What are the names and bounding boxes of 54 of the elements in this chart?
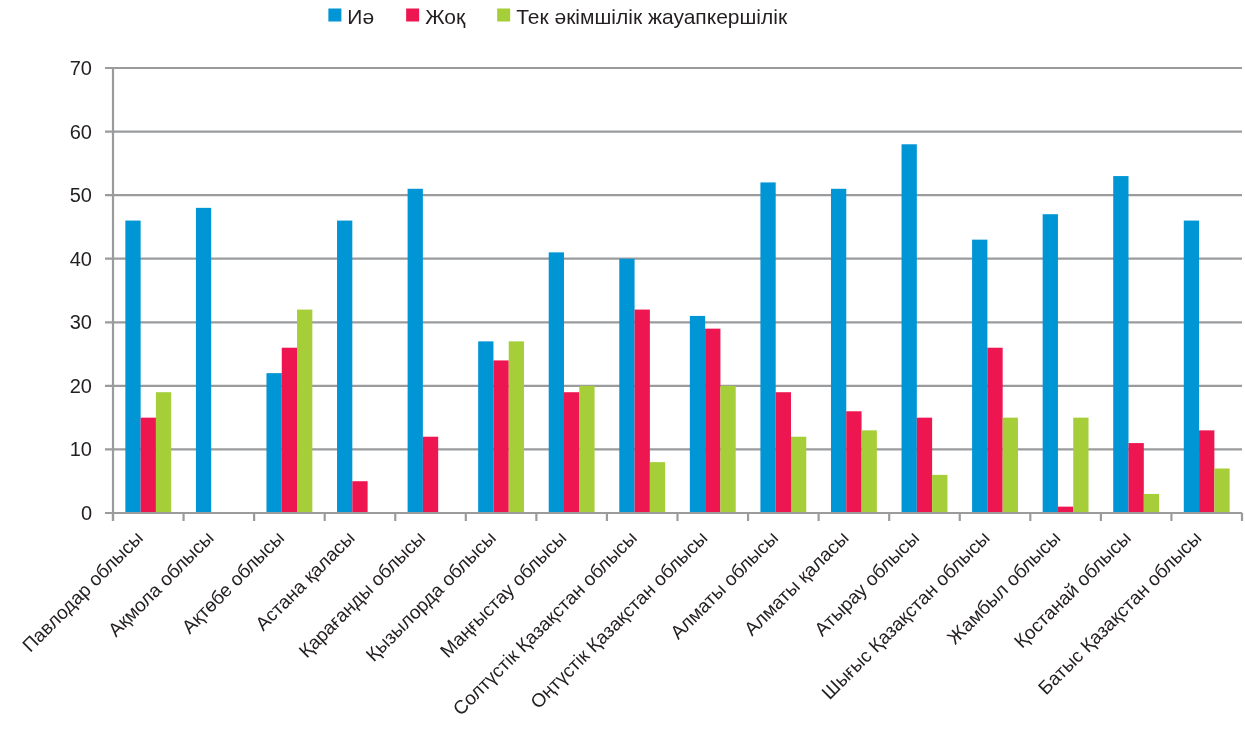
- bar: [1002, 417, 1018, 513]
- bar: [932, 474, 948, 513]
- bar: [1214, 468, 1230, 513]
- legend-label: Иә: [347, 5, 375, 29]
- bar: [579, 385, 595, 513]
- y-tick-label: 70: [69, 57, 92, 79]
- bar: [1073, 417, 1089, 513]
- bar: [846, 411, 862, 513]
- y-tick-label: 40: [69, 247, 92, 270]
- bar: [689, 315, 706, 513]
- bar: [548, 252, 565, 513]
- bar: [155, 392, 172, 513]
- bar: [1113, 176, 1129, 513]
- legend-label: Тек әкімшілік жауапкершілік: [516, 5, 788, 29]
- bar: [266, 373, 282, 513]
- bar: [564, 392, 580, 513]
- bar: [508, 341, 525, 513]
- bar: [634, 309, 650, 513]
- bar: [281, 347, 298, 513]
- bar: [790, 436, 807, 513]
- bar: [352, 481, 368, 513]
- y-tick-label: 10: [69, 438, 92, 461]
- bar: [720, 385, 736, 513]
- bar: [830, 188, 847, 513]
- bar: [916, 417, 933, 513]
- bar: [1042, 214, 1058, 513]
- bar: [972, 239, 988, 513]
- bar: [125, 220, 141, 513]
- bar: [861, 430, 877, 513]
- bar: [901, 144, 917, 513]
- bar: [987, 347, 1003, 513]
- bar: [493, 360, 509, 513]
- y-tick-label: 0: [80, 502, 92, 524]
- bar: [297, 309, 313, 513]
- y-tick-label: 60: [69, 120, 92, 143]
- bar: [619, 258, 635, 513]
- bar: [1199, 430, 1215, 513]
- bar: [705, 328, 721, 513]
- bar: [760, 182, 776, 513]
- bar: [140, 417, 156, 513]
- y-tick-label: 20: [69, 374, 92, 397]
- y-tick-label: 50: [69, 184, 92, 207]
- bar: [407, 188, 423, 513]
- bar: [1128, 443, 1144, 513]
- y-tick-label: 30: [69, 311, 92, 334]
- bar: [478, 341, 494, 513]
- bar: [1143, 493, 1160, 513]
- bar: [649, 462, 666, 513]
- bar: [195, 207, 212, 513]
- bar: [775, 392, 791, 513]
- bar: [1183, 220, 1200, 513]
- bar: [422, 436, 439, 513]
- legend-label: Жоқ: [425, 5, 466, 29]
- bar: [337, 220, 353, 513]
